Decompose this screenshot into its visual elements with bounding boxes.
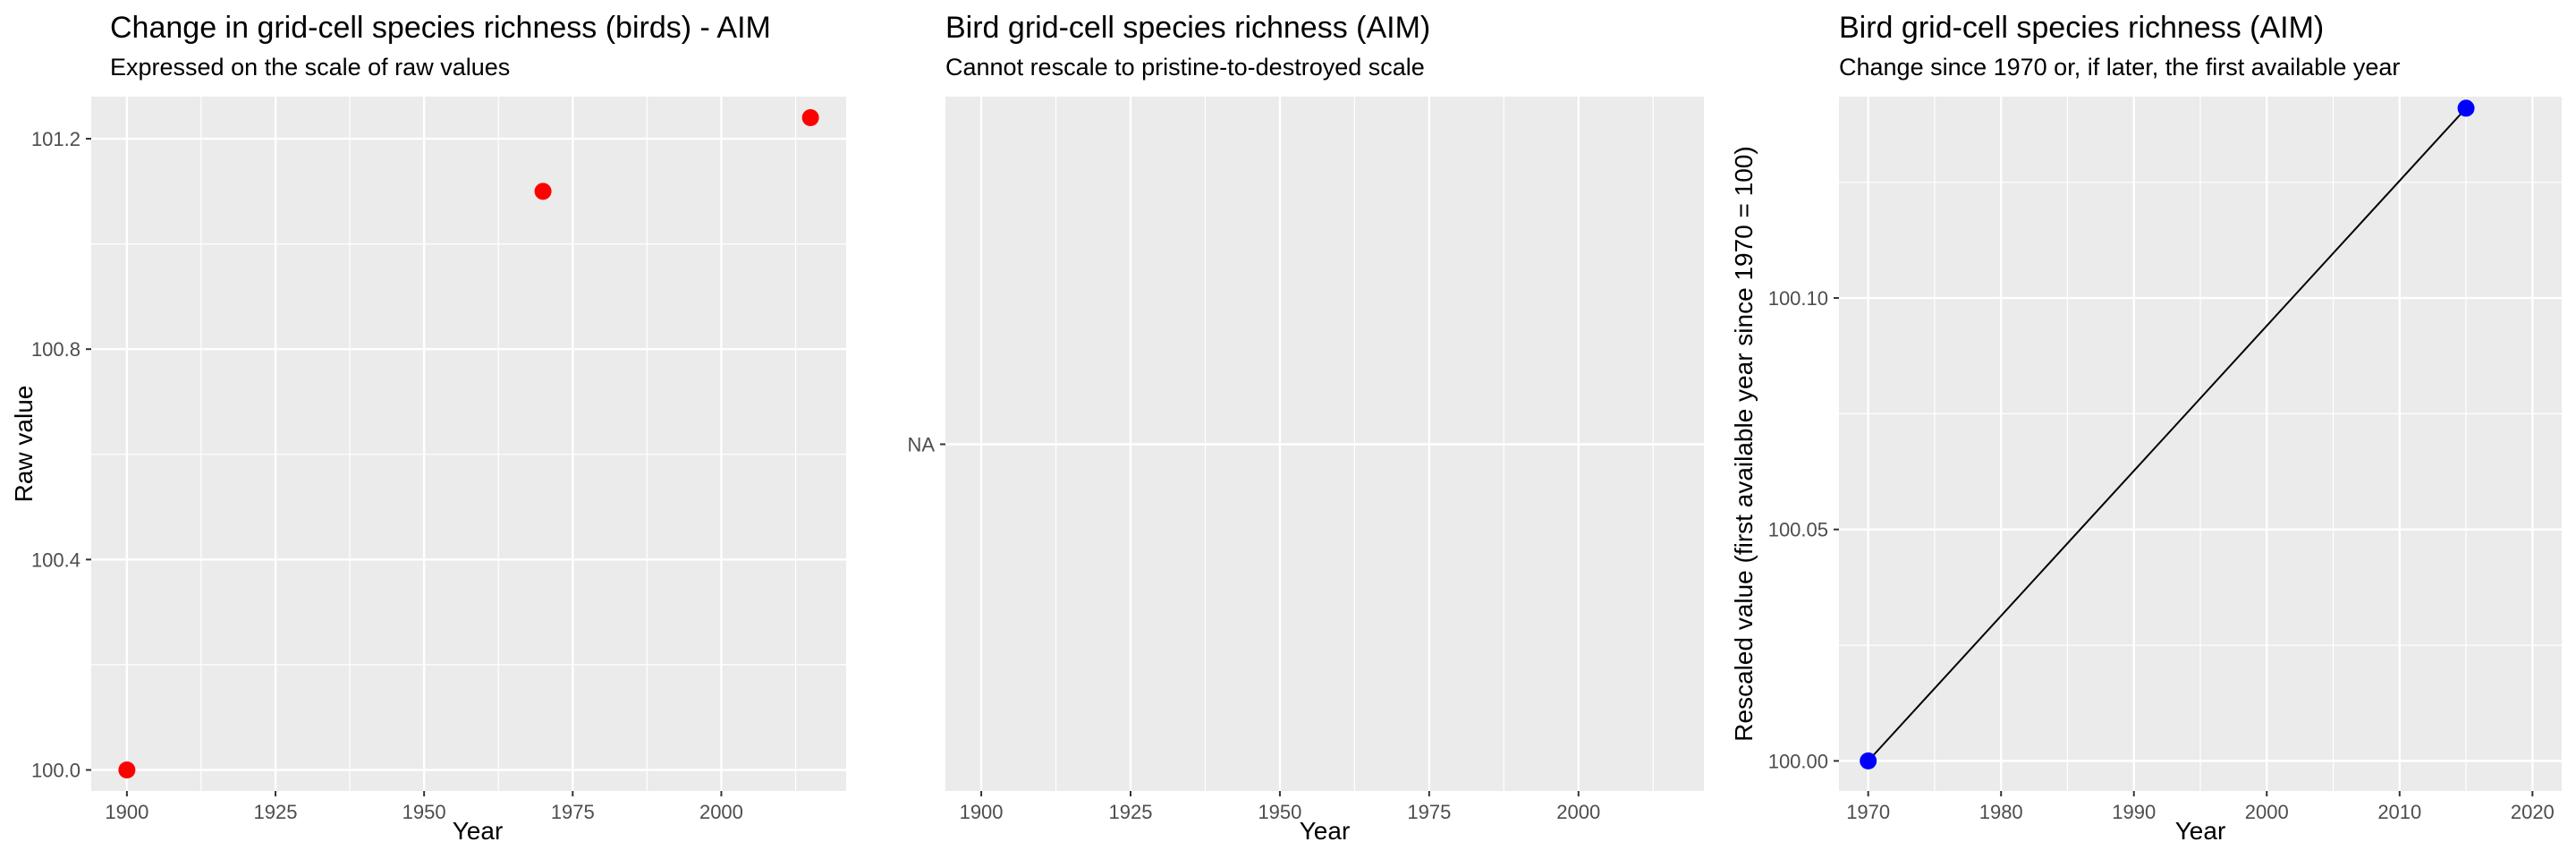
chart-subtitle: Change since 1970 or, if later, the firs… [1839, 54, 2400, 81]
x-tick-label: 2000 [699, 801, 743, 823]
x-tick-label: 1950 [402, 801, 446, 823]
x-axis-ticks: 1900 1925 1950 1975 2000 [960, 791, 1600, 823]
major-gridlines [945, 97, 1704, 791]
x-tick-label: 2010 [2377, 801, 2421, 823]
minor-gridlines [91, 97, 846, 791]
chart-panel-rescaled: Bird grid-cell species richness (AIM) Ch… [1730, 11, 2562, 845]
x-axis-title: Year [2175, 817, 2226, 845]
x-tick-label: 1990 [2112, 801, 2156, 823]
minor-gridlines [1839, 97, 2562, 791]
y-axis-ticks: NA [907, 434, 945, 456]
x-tick-label: 2000 [2245, 801, 2289, 823]
series-line [1867, 107, 2467, 762]
data-points [1860, 99, 2475, 770]
data-point [534, 183, 552, 200]
y-axis-ticks: 100.00 100.05 100.10 [1768, 287, 1839, 772]
chart-panel-raw-values: Change in grid-cell species richness (bi… [10, 11, 846, 845]
x-axis-ticks: 1900 1925 1950 1975 2000 [105, 791, 743, 823]
y-tick-label: 100.10 [1768, 287, 1828, 310]
x-tick-label: 1900 [960, 801, 1004, 823]
x-tick-label: 1950 [1258, 801, 1301, 823]
y-tick-label: 100.0 [31, 759, 80, 781]
y-axis-title: Rescaled value (first available year sin… [1730, 146, 1758, 741]
chart-subtitle: Cannot rescale to pristine-to-destroyed … [945, 54, 1425, 81]
chart-subtitle: Expressed on the scale of raw values [110, 54, 510, 81]
y-axis-ticks: 100.0 100.4 100.8 101.2 [31, 128, 91, 781]
data-points [118, 109, 819, 778]
y-axis-title: Raw value [10, 386, 38, 503]
y-tick-label: NA [907, 434, 935, 456]
series-line [1867, 107, 2467, 762]
y-tick-label: 100.4 [31, 549, 80, 571]
y-tick-label: 100.00 [1768, 750, 1828, 772]
chart-title: Change in grid-cell species richness (bi… [110, 11, 771, 45]
data-point [118, 761, 136, 778]
y-tick-label: 100.05 [1768, 519, 1828, 541]
x-axis-title: Year [453, 817, 504, 845]
x-tick-label: 1970 [1846, 801, 1890, 823]
data-point [2457, 99, 2475, 117]
major-gridlines [91, 97, 846, 791]
x-tick-label: 1925 [1109, 801, 1153, 823]
x-tick-label: 1925 [254, 801, 298, 823]
y-tick-label: 100.8 [31, 338, 80, 361]
x-axis-title: Year [1300, 817, 1351, 845]
x-tick-label: 2000 [1556, 801, 1600, 823]
y-tick-label: 101.2 [31, 128, 80, 150]
chart-title: Bird grid-cell species richness (AIM) [1839, 11, 2324, 45]
data-point [801, 109, 819, 127]
x-tick-label: 1975 [551, 801, 595, 823]
chart-title: Bird grid-cell species richness (AIM) [945, 11, 1430, 45]
major-gridlines [1839, 97, 2562, 791]
data-point [1860, 752, 1877, 770]
plot-background [91, 97, 846, 791]
x-tick-label: 2020 [2511, 801, 2555, 823]
x-tick-label: 1980 [1979, 801, 2023, 823]
chart-panel-na: Bird grid-cell species richness (AIM) Ca… [907, 11, 1704, 845]
x-tick-label: 1975 [1407, 801, 1451, 823]
x-tick-label: 1900 [105, 801, 148, 823]
x-axis-ticks: 1970 1980 1990 2000 2010 2020 [1846, 791, 2555, 823]
